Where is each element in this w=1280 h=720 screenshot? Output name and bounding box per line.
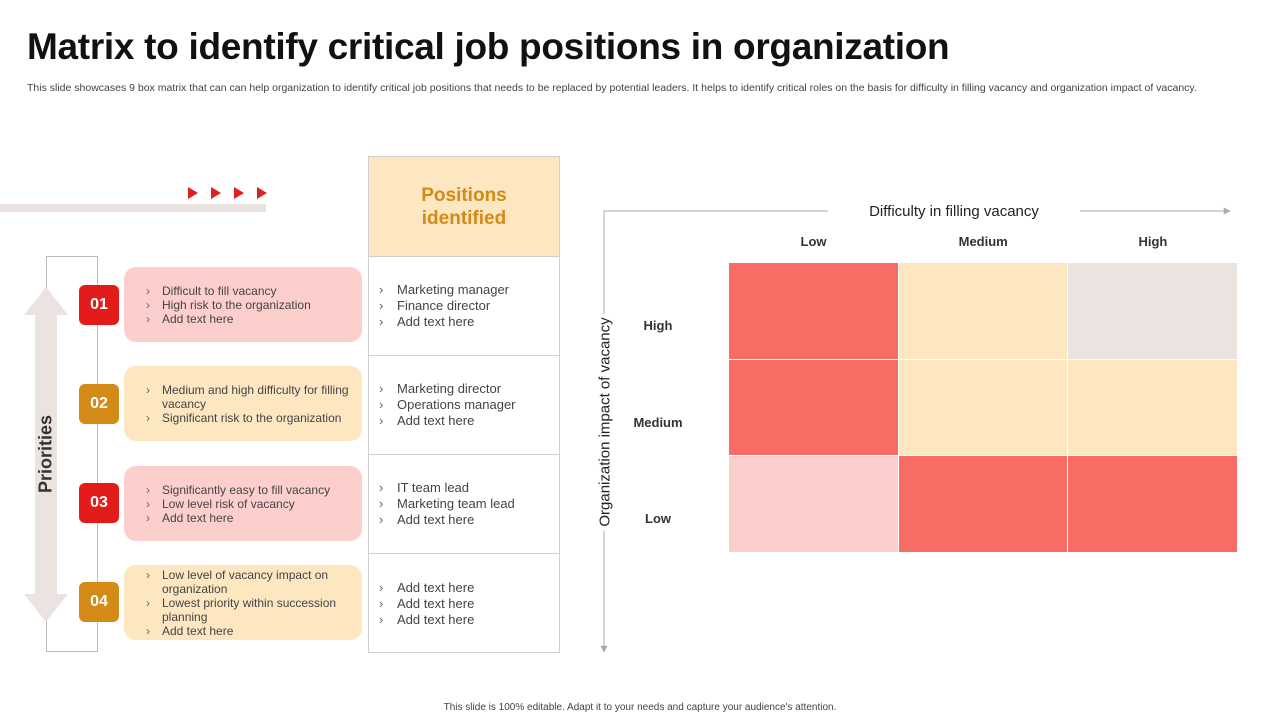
- position-item: Add text here: [379, 314, 509, 330]
- priority-card: Low level of vacancy impact on organizat…: [124, 565, 362, 640]
- positions-column: Positions identified Marketing managerFi…: [368, 156, 560, 653]
- priority-bullet: Add text here: [146, 624, 352, 638]
- matrix-cell: [898, 263, 1068, 359]
- triangle-arrow-icon: [234, 187, 244, 199]
- positions-cells: Marketing managerFinance directorAdd tex…: [369, 257, 559, 653]
- column-label: High: [1138, 234, 1168, 249]
- priority-bullet: Add text here: [146, 511, 330, 525]
- nine-box-matrix: [729, 263, 1237, 552]
- matrix-cell: [898, 359, 1068, 456]
- priority-number-badge: 04: [79, 582, 119, 622]
- footer-note: This slide is 100% editable. Adapt it to…: [443, 702, 837, 713]
- priority-bullet: Significantly easy to fill vacancy: [146, 483, 330, 497]
- priority-number-badge: 03: [79, 483, 119, 523]
- priority-number-badge: 01: [79, 285, 119, 325]
- position-item: IT team lead: [379, 480, 515, 496]
- position-item: Marketing team lead: [379, 496, 515, 512]
- position-item: Add text here: [379, 580, 474, 596]
- position-item: Marketing manager: [379, 282, 509, 298]
- matrix-cell: [729, 456, 898, 552]
- row-label: Medium: [633, 415, 683, 430]
- triangle-arrow-icon: [188, 187, 198, 199]
- position-item: Finance director: [379, 298, 509, 314]
- column-label: Medium: [958, 234, 1008, 249]
- position-item: Add text here: [379, 612, 474, 628]
- decorative-bar: [0, 204, 266, 212]
- page-subtitle: This slide showcases 9 box matrix that c…: [27, 82, 1197, 94]
- positions-cell: Add text hereAdd text hereAdd text here: [369, 554, 559, 653]
- priority-bullet: Lowest priority within succession planni…: [146, 596, 352, 624]
- priority-card: Difficult to fill vacancyHigh risk to th…: [124, 267, 362, 342]
- double-arrow-icon: [24, 287, 68, 622]
- positions-cell: IT team leadMarketing team leadAdd text …: [369, 455, 559, 554]
- position-item: Add text here: [379, 512, 515, 528]
- page-title: Matrix to identify critical job position…: [27, 26, 950, 67]
- x-axis-title: Difficulty in filling vacancy: [828, 203, 1080, 220]
- column-label: Low: [800, 234, 827, 249]
- position-item: Add text here: [379, 413, 516, 429]
- triangle-arrow-icon: [257, 187, 267, 199]
- matrix-cell: [729, 359, 898, 456]
- matrix-cell: [1068, 263, 1237, 359]
- priority-number-badge: 02: [79, 384, 119, 424]
- priority-card: Medium and high difficulty for filling v…: [124, 366, 362, 441]
- priority-bullet: High risk to the organization: [146, 298, 311, 312]
- matrix-cell: [1068, 359, 1237, 456]
- priority-bullet: Add text here: [146, 312, 311, 326]
- priority-bullet: Low level of vacancy impact on organizat…: [146, 568, 352, 596]
- row-label: High: [643, 318, 673, 333]
- positions-header: Positions identified: [369, 157, 559, 257]
- priority-bullet: Significant risk to the organization: [146, 411, 352, 425]
- priority-bullet: Difficult to fill vacancy: [146, 284, 311, 298]
- position-item: Operations manager: [379, 397, 516, 413]
- triangle-arrow-icon: [211, 187, 221, 199]
- priority-bullet: Low level risk of vacancy: [146, 497, 330, 511]
- priority-bullet: Medium and high difficulty for filling v…: [146, 383, 352, 411]
- y-axis-title: Organization impact of vacancy: [596, 313, 614, 531]
- matrix-cell: [729, 263, 898, 359]
- row-label: Low: [645, 511, 671, 526]
- positions-header-label: Positions identified: [421, 184, 507, 229]
- position-item: Marketing director: [379, 381, 516, 397]
- positions-cell: Marketing directorOperations managerAdd …: [369, 356, 559, 455]
- positions-cell: Marketing managerFinance directorAdd tex…: [369, 257, 559, 356]
- matrix-cell: [1068, 456, 1237, 552]
- matrix-cell: [898, 456, 1068, 552]
- position-item: Add text here: [379, 596, 474, 612]
- priorities-label: Priorities: [35, 414, 56, 494]
